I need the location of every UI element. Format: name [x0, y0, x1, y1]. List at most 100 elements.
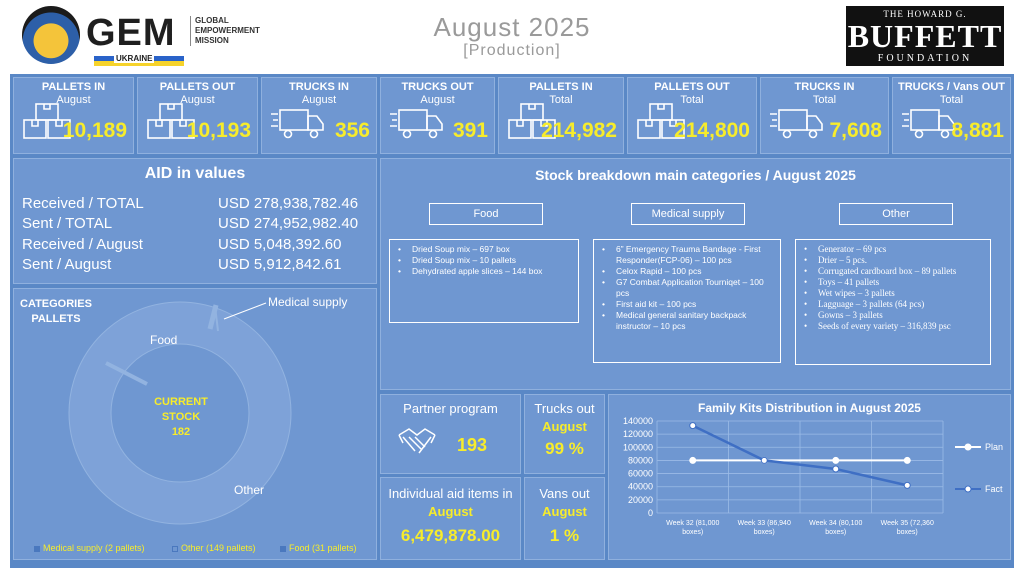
- stock-list-medical: 6” Emergency Trauma Bandage - First Resp…: [593, 239, 781, 363]
- partner-program-tile: Partner program 193: [380, 394, 521, 474]
- x-tick-label: Week 35 (72,360 boxes): [881, 520, 934, 536]
- list-item: Celox Rapid – 100 pcs: [598, 266, 774, 277]
- donut-inner-edge: [110, 343, 250, 483]
- legend-label-fact: Fact: [985, 484, 1003, 494]
- trucks-out-title: Trucks out: [534, 401, 595, 416]
- kpi-value: 7,608: [829, 119, 882, 142]
- aid-label: Received / TOTAL: [22, 195, 144, 212]
- stock-category-other: Other: [839, 203, 953, 225]
- kpi-value: 214,800: [674, 119, 750, 142]
- data-point-plan: [689, 456, 697, 464]
- handshake-icon: [398, 428, 436, 454]
- individual-aid-tile: Individual aid items in August 6,479,878…: [380, 477, 521, 560]
- kpi-value: 214,982: [541, 119, 617, 142]
- boxes-icon: [146, 102, 196, 145]
- aid-label: Received / August: [22, 236, 143, 253]
- y-tick-label: 120000: [623, 429, 653, 439]
- family-kits-chart-panel: Family Kits Distribution in August 2025 …: [608, 394, 1011, 560]
- gem-logo-lines: GLOBAL EMPOWERMENT MISSION: [190, 16, 260, 46]
- kpi-tile: PALLETS IN Total 214,982: [498, 77, 624, 154]
- aid-label: Sent / TOTAL: [22, 215, 113, 232]
- trucks-out-period: August: [542, 419, 587, 434]
- x-tick-label: Week 33 (86,940 boxes): [738, 520, 791, 536]
- stock-list-food: Dried Soup mix – 697 box Dried Soup mix …: [389, 239, 579, 323]
- individual-value: 6,479,878.00: [400, 526, 501, 545]
- stock-list-other: Generator – 69 pcs Drier – 5 pcs. Corrug…: [795, 239, 991, 365]
- kpi-tile: PALLETS OUT August 10,193: [137, 77, 258, 154]
- kpi-tile: PALLETS OUT Total 214,800: [627, 77, 757, 154]
- vans-out-period: August: [542, 504, 587, 519]
- truck-icon: [389, 106, 445, 145]
- y-tick-label: 100000: [623, 442, 653, 452]
- kpi-title: TRUCKS IN Total: [794, 81, 855, 106]
- individual-title: Individual aid items in: [388, 486, 513, 501]
- donut-slice-other-edge: [214, 305, 219, 332]
- kpi-value: 10,193: [186, 119, 251, 142]
- list-item: Medical general sanitary backpack instru…: [598, 310, 774, 332]
- list-item: Dried Soup mix – 697 box: [394, 244, 572, 255]
- donut-label-other: Other: [234, 483, 265, 497]
- stock-breakdown-panel: Stock breakdown main categories / August…: [380, 158, 1011, 390]
- truck-icon: [270, 106, 326, 145]
- kpi-title: TRUCKS IN August: [289, 81, 349, 106]
- y-tick-label: 20000: [628, 495, 653, 505]
- y-tick-label: 140000: [623, 416, 653, 426]
- gem-logo: GEM GLOBAL EMPOWERMENT MISSION UKRAINE: [22, 6, 262, 66]
- list-item: Generator – 69 pcs: [800, 244, 984, 255]
- data-point-plan: [903, 456, 911, 464]
- kpi-title: PALLETS IN August: [41, 81, 106, 106]
- donut-outer-edge: [68, 301, 292, 525]
- page-subtitle: [Production]: [463, 42, 561, 59]
- gem-logo-country: UKRAINE: [114, 54, 155, 63]
- data-point-plan: [832, 456, 840, 464]
- legend-label-plan: Plan: [985, 442, 1003, 452]
- trucks-out-percent-tile: Trucks out August 99 %: [524, 394, 605, 474]
- kpi-value: 10,189: [62, 119, 127, 142]
- vans-out-percent-tile: Vans out August 1 %: [524, 477, 605, 560]
- aid-values-panel: AID in values Received / TOTAL USD 278,93…: [13, 158, 377, 284]
- stock-category-medical: Medical supply: [631, 203, 745, 225]
- list-item: Seeds of every variety – 316,839 psc: [800, 321, 984, 332]
- boxes-icon: [22, 102, 72, 145]
- list-item: Corrugated cardboard box – 89 pallets: [800, 266, 984, 277]
- kpi-title: TRUCKS / Vans OUT Total: [898, 81, 1005, 106]
- kpi-value: 356: [334, 119, 370, 142]
- kpi-tile: TRUCKS / Vans OUT Total 8,881: [892, 77, 1011, 154]
- kpi-tile: TRUCKS IN Total 7,608: [760, 77, 889, 154]
- dashboard: PALLETS IN August 10,189 PALLETS OUT August 1…: [10, 74, 1014, 568]
- kpi-tile: TRUCKS OUT August 391: [380, 77, 495, 154]
- boxes-icon: [636, 102, 686, 145]
- data-point-fact: [832, 465, 840, 473]
- kpi-title: TRUCKS OUT August: [401, 81, 474, 106]
- legend-item: Food (31 pallets): [280, 543, 357, 553]
- kpi-value: 8,881: [951, 119, 1004, 142]
- kpi-tile: PALLETS IN August 10,189: [13, 77, 134, 154]
- categories-panel: CATEGORIES PALLETS Food Medical supply O…: [13, 288, 377, 560]
- legend-item: Medical supply (2 pallets): [34, 543, 145, 553]
- data-point-fact: [760, 456, 768, 464]
- truck-icon: [901, 106, 957, 145]
- donut-label-medical: Medical supply: [268, 295, 348, 309]
- donut-label-food: Food: [150, 333, 178, 347]
- donut-slice-food-edge: [105, 361, 148, 386]
- list-item: Lagguage – 3 pallets (64 pcs): [800, 299, 984, 310]
- kpi-title: PALLETS OUT August: [159, 81, 236, 106]
- gem-emblem-icon: [22, 6, 80, 64]
- y-tick-label: 80000: [628, 455, 653, 465]
- kpi-tile: TRUCKS IN August 356: [261, 77, 377, 154]
- x-tick-label: Week 34 (80,100 boxes): [809, 520, 862, 536]
- gem-logo-word: GEM: [86, 12, 176, 54]
- donut-ring: [69, 302, 291, 524]
- medical-leader-line: [223, 302, 267, 320]
- list-item: Dehydrated apple slices – 144 box: [394, 266, 572, 277]
- family-kits-chart: 140000 120000 100000 80000 60000 40000 20000 0 W…: [623, 416, 1003, 536]
- aid-title: AID in values: [144, 165, 246, 182]
- kpi-title: PALLETS OUT Total: [654, 81, 730, 106]
- kpi-value: 391: [452, 119, 488, 142]
- categories-title: CATEGORIES PALLETS: [20, 298, 92, 325]
- series-line-fact: [692, 424, 908, 487]
- page-title: August 2025: [433, 12, 591, 42]
- chart-title: Family Kits Distribution in August 2025: [698, 401, 921, 415]
- legend-marker-fact: [964, 485, 972, 493]
- aid-label: Sent / August: [22, 256, 112, 273]
